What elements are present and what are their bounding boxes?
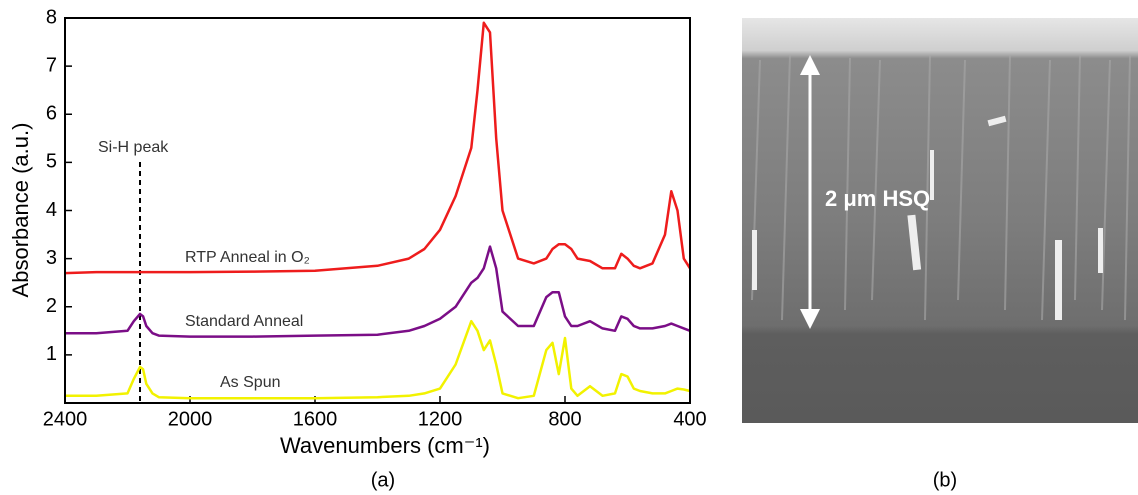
- series-label: Standard Anneal: [185, 313, 303, 330]
- sem-panel: 2 μm HSQ (b): [742, 18, 1138, 491]
- sem-flakes: [752, 115, 1103, 320]
- y-tick-label: 8: [46, 6, 57, 28]
- y-tick-label: 4: [46, 199, 57, 221]
- series-label: As Spun: [220, 374, 280, 391]
- y-tick-label: 1: [46, 343, 57, 365]
- series-line: [65, 245, 691, 338]
- thickness-arrow: [800, 55, 820, 329]
- x-tick-label: 400: [673, 408, 706, 430]
- y-tick-label: 7: [46, 54, 57, 76]
- sem-texture: [751, 54, 1131, 321]
- panel-label: (a): [371, 469, 395, 491]
- series-line: [65, 319, 691, 400]
- series-label: RTP Anneal in O₂: [185, 249, 310, 266]
- y-tick-label: 3: [46, 247, 57, 269]
- x-tick-label: 2000: [168, 408, 213, 430]
- x-axis-title: Wavenumbers (cm⁻¹): [280, 433, 490, 458]
- x-tick-label: 1200: [418, 408, 463, 430]
- x-tick-label: 800: [548, 408, 581, 430]
- y-tick-label: 6: [46, 103, 57, 125]
- series-line: [64, 21, 692, 275]
- sem-image: [742, 18, 1138, 423]
- annotation: Si-H peak: [98, 139, 169, 156]
- x-tick-label: 1600: [293, 408, 338, 430]
- panel-label: (b): [933, 469, 957, 491]
- y-tick-label: 5: [46, 151, 57, 173]
- image-annotation: 2 μm HSQ: [825, 186, 930, 211]
- y-tick-label: 2: [46, 295, 57, 317]
- x-tick-label: 2400: [43, 408, 88, 430]
- plot-frame: [64, 17, 691, 404]
- y-axis-title: Absorbance (a.u.): [8, 123, 33, 298]
